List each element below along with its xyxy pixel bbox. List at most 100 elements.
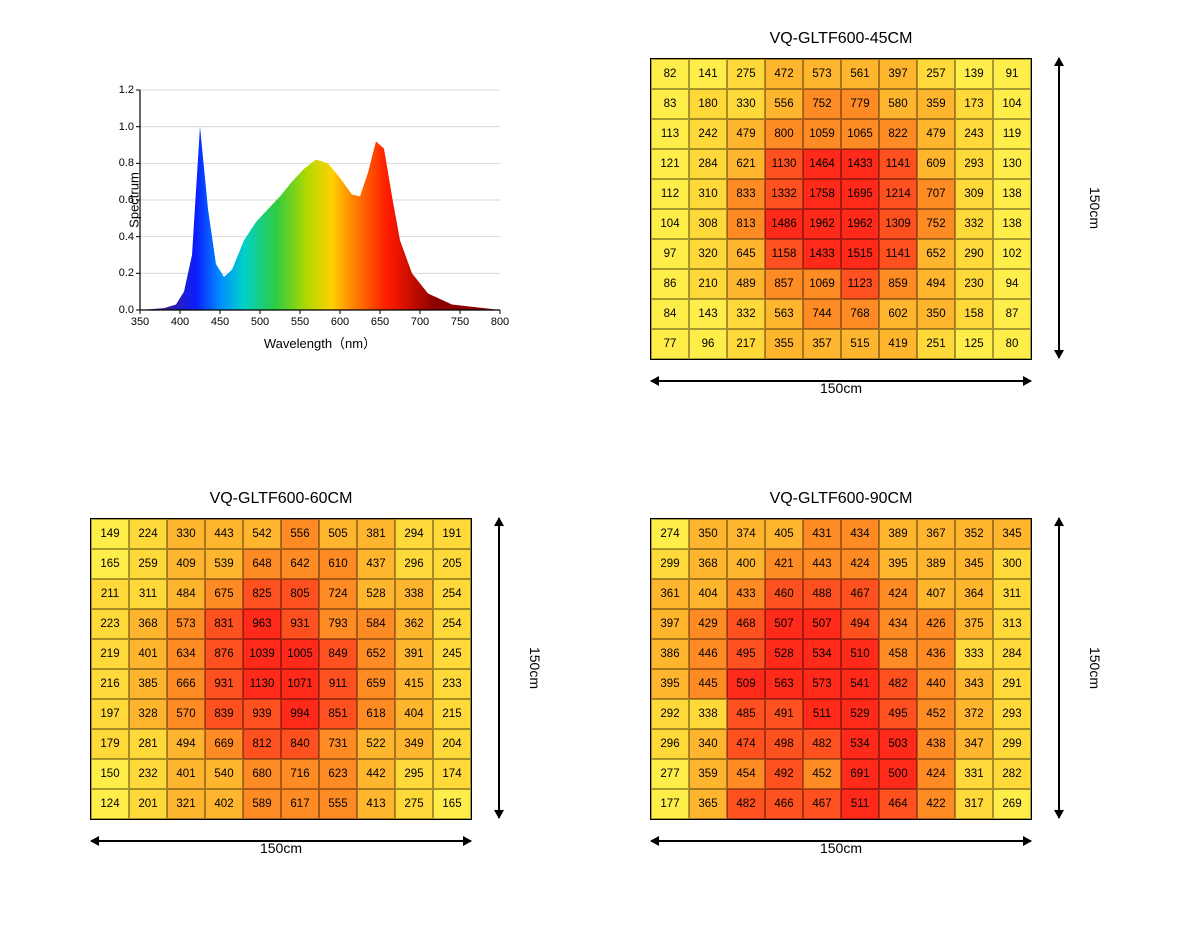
heatmap-cell: 321 [167,789,205,819]
spectrum-ytick: 1.2 [119,84,134,96]
heatmap-cell: 438 [917,729,955,759]
heatmap-cell: 216 [91,669,129,699]
heatmap-cell: 364 [955,579,993,609]
heatmap-cell: 350 [689,519,727,549]
heatmap-cell: 752 [917,209,955,239]
heatmap-cell: 204 [433,729,471,759]
heatmap-cell: 87 [993,299,1031,329]
heatmap-cell: 602 [879,299,917,329]
heatmap-cell: 397 [651,609,689,639]
heatmap-cell: 311 [129,579,167,609]
heatmap-cell: 492 [765,759,803,789]
heatmap-cell: 617 [281,789,319,819]
heatmap-cell: 281 [129,729,167,759]
heatmap-cell: 275 [395,789,433,819]
heatmap-45cm-title: VQ-GLTF600-45CM [650,30,1032,48]
heatmap-cell: 833 [727,179,765,209]
heatmap-cell: 1130 [243,669,281,699]
heatmap-cell: 500 [879,759,917,789]
heatmap-cell: 141 [689,59,727,89]
heatmap-cell: 284 [689,149,727,179]
heatmap-cell: 395 [651,669,689,699]
heatmap-cell: 296 [395,549,433,579]
heatmap-cell: 82 [651,59,689,89]
heatmap-cell: 149 [91,519,129,549]
spectrum-xtick: 350 [131,316,149,328]
heatmap-cell: 338 [689,699,727,729]
heatmap-cell: 589 [243,789,281,819]
heatmap-cell: 510 [841,639,879,669]
heatmap-cell: 563 [765,669,803,699]
heatmap-cell: 426 [917,609,955,639]
heatmap-cell: 556 [765,89,803,119]
heatmap-45cm-panel: VQ-GLTF600-45CM 821412754725735613972571… [650,30,1032,396]
heatmap-cell: 404 [395,699,433,729]
heatmap-90cm-panel: VQ-GLTF600-90CM 274350374405431434389367… [650,490,1032,856]
heatmap-cell: 680 [243,759,281,789]
heatmap-cell: 139 [955,59,993,89]
heatmap-cell: 443 [803,549,841,579]
heatmap-cell: 332 [955,209,993,239]
heatmap-cell: 233 [433,669,471,699]
heatmap-cell: 330 [167,519,205,549]
heatmap-cell: 931 [281,609,319,639]
heatmap-cell: 482 [727,789,765,819]
heatmap-cell: 563 [765,299,803,329]
heatmap-cell: 857 [765,269,803,299]
heatmap-cell: 458 [879,639,917,669]
heatmap-cell: 372 [955,699,993,729]
heatmap-cell: 362 [395,609,433,639]
heatmap-cell: 505 [319,519,357,549]
heatmap-cell: 124 [91,789,129,819]
heatmap-cell: 242 [689,119,727,149]
heatmap-cell: 800 [765,119,803,149]
heatmap-cell: 338 [395,579,433,609]
heatmap-cell: 91 [993,59,1031,89]
heatmap-cell: 911 [319,669,357,699]
heatmap-cell: 1005 [281,639,319,669]
heatmap-cell: 805 [281,579,319,609]
heatmap-cell: 179 [91,729,129,759]
heatmap-cell: 440 [917,669,955,699]
heatmap-cell: 299 [993,729,1031,759]
heatmap-cell: 851 [319,699,357,729]
heatmap-cell: 1065 [841,119,879,149]
heatmap-cell: 386 [651,639,689,669]
heatmap-cell: 381 [357,519,395,549]
heatmap-cell: 277 [651,759,689,789]
heatmap-cell: 509 [727,669,765,699]
heatmap-90cm-title: VQ-GLTF600-90CM [650,490,1032,508]
heatmap-cell: 293 [993,699,1031,729]
heatmap-cell: 454 [727,759,765,789]
heatmap-cell: 479 [727,119,765,149]
heatmap-cell: 485 [727,699,765,729]
heatmap-cell: 570 [167,699,205,729]
heatmap-cell: 96 [689,329,727,359]
heatmap-cell: 402 [205,789,243,819]
heatmap-cell: 541 [841,669,879,699]
heatmap-cell: 468 [727,609,765,639]
heatmap-cell: 1130 [765,149,803,179]
heatmap-cell: 443 [205,519,243,549]
heatmap-cell: 507 [765,609,803,639]
heatmap-cell: 245 [433,639,471,669]
heatmap-cell: 343 [955,669,993,699]
heatmap-cell: 659 [357,669,395,699]
spectrum-x-axis-label: Wavelength（nm） [264,333,376,352]
heatmap-cell: 825 [243,579,281,609]
heatmap-cell: 407 [917,579,955,609]
heatmap-cell: 210 [689,269,727,299]
heatmap-90cm-y-label: 150cm [1087,647,1103,689]
heatmap-cell: 345 [955,549,993,579]
heatmap-cell: 768 [841,299,879,329]
heatmap-cell: 1758 [803,179,841,209]
heatmap-cell: 1486 [765,209,803,239]
heatmap-cell: 484 [167,579,205,609]
heatmap-cell: 1332 [765,179,803,209]
heatmap-cell: 752 [803,89,841,119]
heatmap-cell: 84 [651,299,689,329]
heatmap-cell: 421 [765,549,803,579]
spectrum-ytick: 0.8 [119,157,134,169]
heatmap-cell: 466 [765,789,803,819]
heatmap-cell: 355 [765,329,803,359]
